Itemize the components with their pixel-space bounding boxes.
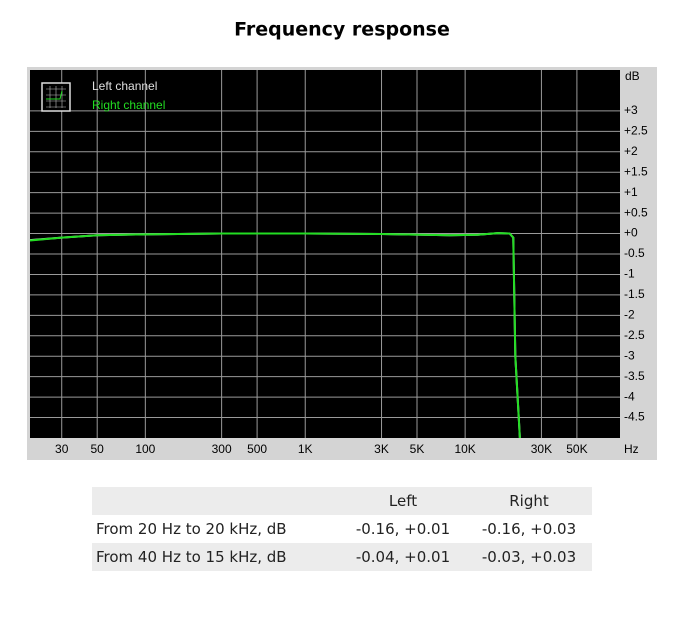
x-tick-label: 1K bbox=[298, 442, 313, 456]
chart: Frequency response Left channel Right ch… bbox=[27, 19, 657, 460]
cell: -0.03, +0.03 bbox=[481, 548, 577, 566]
y-tick-label: -2.5 bbox=[624, 328, 645, 342]
x-tick-label: 5K bbox=[410, 442, 425, 456]
y-tick-label: -1 bbox=[624, 267, 635, 281]
legend-entry: Right channel bbox=[92, 98, 165, 112]
y-tick-label: +1.5 bbox=[624, 164, 648, 178]
y-tick-label: -0.5 bbox=[624, 246, 645, 260]
chart-title: Frequency response bbox=[234, 19, 450, 41]
table-row: From 20 Hz to 20 kHz, dB -0.16, +0.01 -0… bbox=[92, 515, 592, 543]
legend-entry: Left channel bbox=[92, 79, 157, 93]
y-tick-label: +3 bbox=[624, 103, 638, 117]
x-tick-label: 30K bbox=[531, 442, 552, 456]
x-tick-label: 50 bbox=[91, 442, 105, 456]
y-tick-label: +0 bbox=[624, 226, 638, 240]
x-tick-label: 10K bbox=[454, 442, 475, 456]
y-tick-label: -1.5 bbox=[624, 287, 645, 301]
header-cell: Right bbox=[509, 492, 549, 510]
x-tick-label: 3K bbox=[374, 442, 389, 456]
cell: -0.16, +0.01 bbox=[355, 520, 451, 538]
table-header: Left Right bbox=[92, 487, 592, 515]
x-tick-label: 30 bbox=[55, 442, 69, 456]
results-table: Left Right From 20 Hz to 20 kHz, dB -0.1… bbox=[92, 487, 592, 571]
x-tick-label: 300 bbox=[212, 442, 232, 456]
header-cell: Left bbox=[388, 492, 418, 510]
y-tick-label: +0.5 bbox=[624, 205, 648, 219]
y-tick-label: -4 bbox=[624, 389, 635, 403]
legend-icon bbox=[41, 82, 71, 112]
y-tick-label: +2 bbox=[624, 144, 638, 158]
x-tick-label: 50K bbox=[566, 442, 587, 456]
y-tick-label: -3 bbox=[624, 348, 635, 362]
y-tick-label: -4.5 bbox=[624, 410, 645, 424]
x-unit: Hz bbox=[624, 442, 639, 456]
cell: From 40 Hz to 15 kHz, dB bbox=[96, 548, 287, 566]
cell: From 20 Hz to 20 kHz, dB bbox=[96, 520, 287, 538]
y-tick-label: -2 bbox=[624, 308, 635, 322]
series-line bbox=[29, 232, 521, 439]
x-tick-label: 100 bbox=[135, 442, 155, 456]
y-tick-label: +1 bbox=[624, 185, 638, 199]
x-tick-label: 500 bbox=[247, 442, 267, 456]
y-tick-label: -3.5 bbox=[624, 369, 645, 383]
table-row: From 40 Hz to 15 kHz, dB -0.04, +0.01 -0… bbox=[92, 543, 592, 571]
y-tick-label: +2.5 bbox=[624, 124, 648, 138]
cell: -0.04, +0.01 bbox=[355, 548, 451, 566]
cell: -0.16, +0.03 bbox=[481, 520, 577, 538]
y-unit: dB bbox=[625, 69, 640, 83]
